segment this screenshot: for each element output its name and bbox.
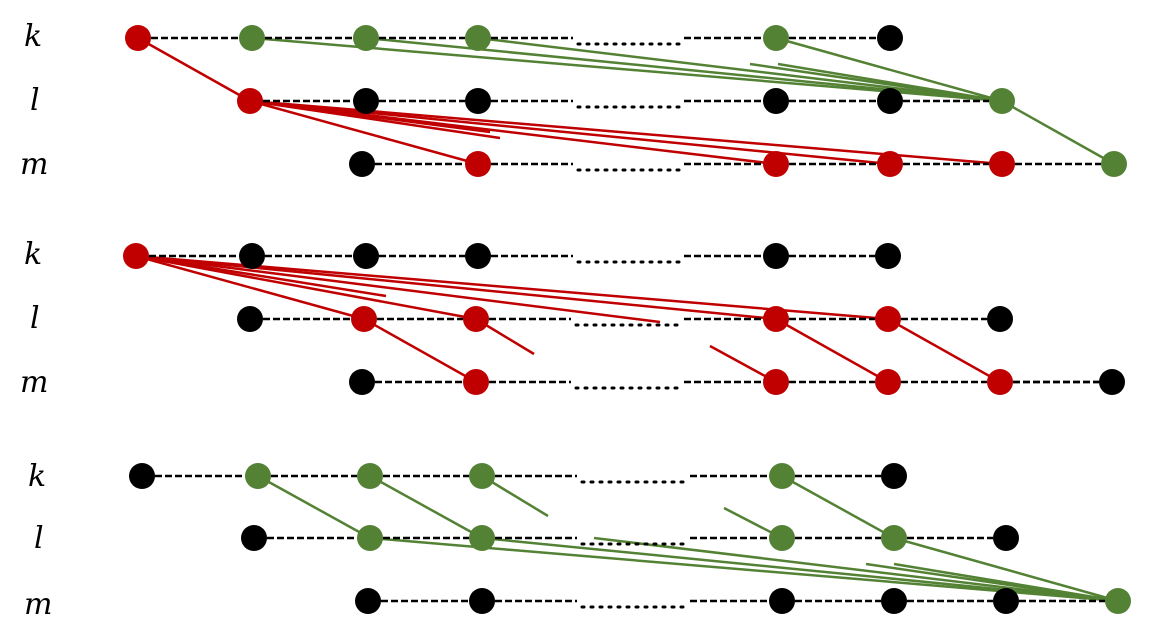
node-black-m-1 xyxy=(469,588,495,614)
node-red-l-2 xyxy=(463,306,489,332)
node-red-l-0 xyxy=(237,88,263,114)
edge-line xyxy=(593,536,1119,603)
node-black-k-2 xyxy=(353,243,379,269)
node-black-k-5 xyxy=(763,243,789,269)
edge-line xyxy=(137,36,251,103)
node-red-m-3 xyxy=(763,369,789,395)
row-lines xyxy=(149,36,1105,609)
edge-line xyxy=(135,254,387,298)
node-green-k-1 xyxy=(239,25,265,51)
row-label-m: m xyxy=(20,147,49,182)
edge-line xyxy=(1001,99,1115,166)
node-black-l-0 xyxy=(241,525,267,551)
node-black-m-4 xyxy=(881,588,907,614)
edge-line xyxy=(781,474,895,540)
node-black-k-0 xyxy=(129,463,155,489)
edge-line xyxy=(777,62,1003,103)
node-green-k-3 xyxy=(465,25,491,51)
node-red-m-1 xyxy=(465,151,491,177)
node-green-l-6 xyxy=(989,88,1015,114)
node-red-m-5 xyxy=(989,151,1015,177)
node-black-k-1 xyxy=(239,243,265,269)
node-green-l-2 xyxy=(469,525,495,551)
row-label-l: l xyxy=(30,301,40,336)
edge-line xyxy=(257,474,371,540)
edge-line xyxy=(249,99,491,134)
node-black-k-6 xyxy=(877,25,903,51)
node-green-k-3 xyxy=(469,463,495,489)
node-green-k-5 xyxy=(763,25,789,51)
row-label-k: k xyxy=(24,19,43,54)
node-black-k-3 xyxy=(465,243,491,269)
node-green-k-5 xyxy=(769,463,795,489)
edge-line xyxy=(481,536,1119,603)
node-green-k-2 xyxy=(353,25,379,51)
edge-line xyxy=(775,36,1003,103)
row-label-k: k xyxy=(28,459,47,494)
node-black-m-5 xyxy=(993,588,1019,614)
row-label-m: m xyxy=(24,587,53,622)
nodes xyxy=(123,25,1131,614)
node-green-l-4 xyxy=(769,525,795,551)
node-red-l-1 xyxy=(351,306,377,332)
node-black-m-0 xyxy=(349,151,375,177)
row-label-l: l xyxy=(30,83,40,118)
edge-line xyxy=(135,254,661,324)
edge-line xyxy=(363,317,477,384)
node-black-k-6 xyxy=(875,243,901,269)
node-red-m-3 xyxy=(763,151,789,177)
edge-line xyxy=(369,474,483,540)
edge-line xyxy=(135,254,477,321)
edge-line xyxy=(775,317,889,384)
node-black-l-5 xyxy=(877,88,903,114)
edge-line xyxy=(887,317,1001,384)
node-black-k-6 xyxy=(881,463,907,489)
node-red-k-0 xyxy=(125,25,151,51)
node-black-m-3 xyxy=(769,588,795,614)
node-black-l-1 xyxy=(353,88,379,114)
node-black-l-2 xyxy=(465,88,491,114)
edge-line xyxy=(135,254,889,321)
edge-line xyxy=(249,99,1003,166)
row-label-l: l xyxy=(34,521,44,556)
node-black-l-6 xyxy=(987,306,1013,332)
node-red-k-0 xyxy=(123,243,149,269)
node-black-l-4 xyxy=(763,88,789,114)
node-red-m-4 xyxy=(877,151,903,177)
edge-line xyxy=(893,536,1119,603)
node-green-k-1 xyxy=(245,463,271,489)
row-label-k: k xyxy=(24,237,43,272)
node-red-m-5 xyxy=(987,369,1013,395)
node-green-l-1 xyxy=(357,525,383,551)
edge-line xyxy=(893,562,1119,603)
node-red-l-5 xyxy=(875,306,901,332)
node-green-k-2 xyxy=(357,463,383,489)
node-green-m-6 xyxy=(1101,151,1127,177)
node-red-m-1 xyxy=(463,369,489,395)
node-black-m-0 xyxy=(355,588,381,614)
node-black-m-0 xyxy=(349,369,375,395)
edge-line xyxy=(249,99,479,166)
node-green-m-6 xyxy=(1105,588,1131,614)
node-green-l-5 xyxy=(881,525,907,551)
edge-line xyxy=(477,36,1003,103)
edge-line xyxy=(369,536,1119,603)
node-red-m-4 xyxy=(875,369,901,395)
node-black-l-0 xyxy=(237,306,263,332)
node-black-m-6 xyxy=(1099,369,1125,395)
row-label-m: m xyxy=(20,365,49,400)
edge-line xyxy=(249,99,891,166)
edge-line xyxy=(251,36,1003,103)
edge-line xyxy=(135,254,365,321)
node-red-l-4 xyxy=(763,306,789,332)
node-black-l-6 xyxy=(993,525,1019,551)
edge-line xyxy=(135,254,777,321)
edge-line xyxy=(365,36,1003,103)
